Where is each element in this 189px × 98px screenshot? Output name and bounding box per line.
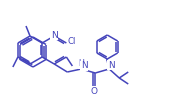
Text: N: N <box>81 62 88 70</box>
Text: Cl: Cl <box>67 36 76 45</box>
Text: H: H <box>78 59 84 69</box>
Text: N: N <box>51 30 58 39</box>
Text: O: O <box>91 88 98 97</box>
Text: N: N <box>108 60 115 69</box>
